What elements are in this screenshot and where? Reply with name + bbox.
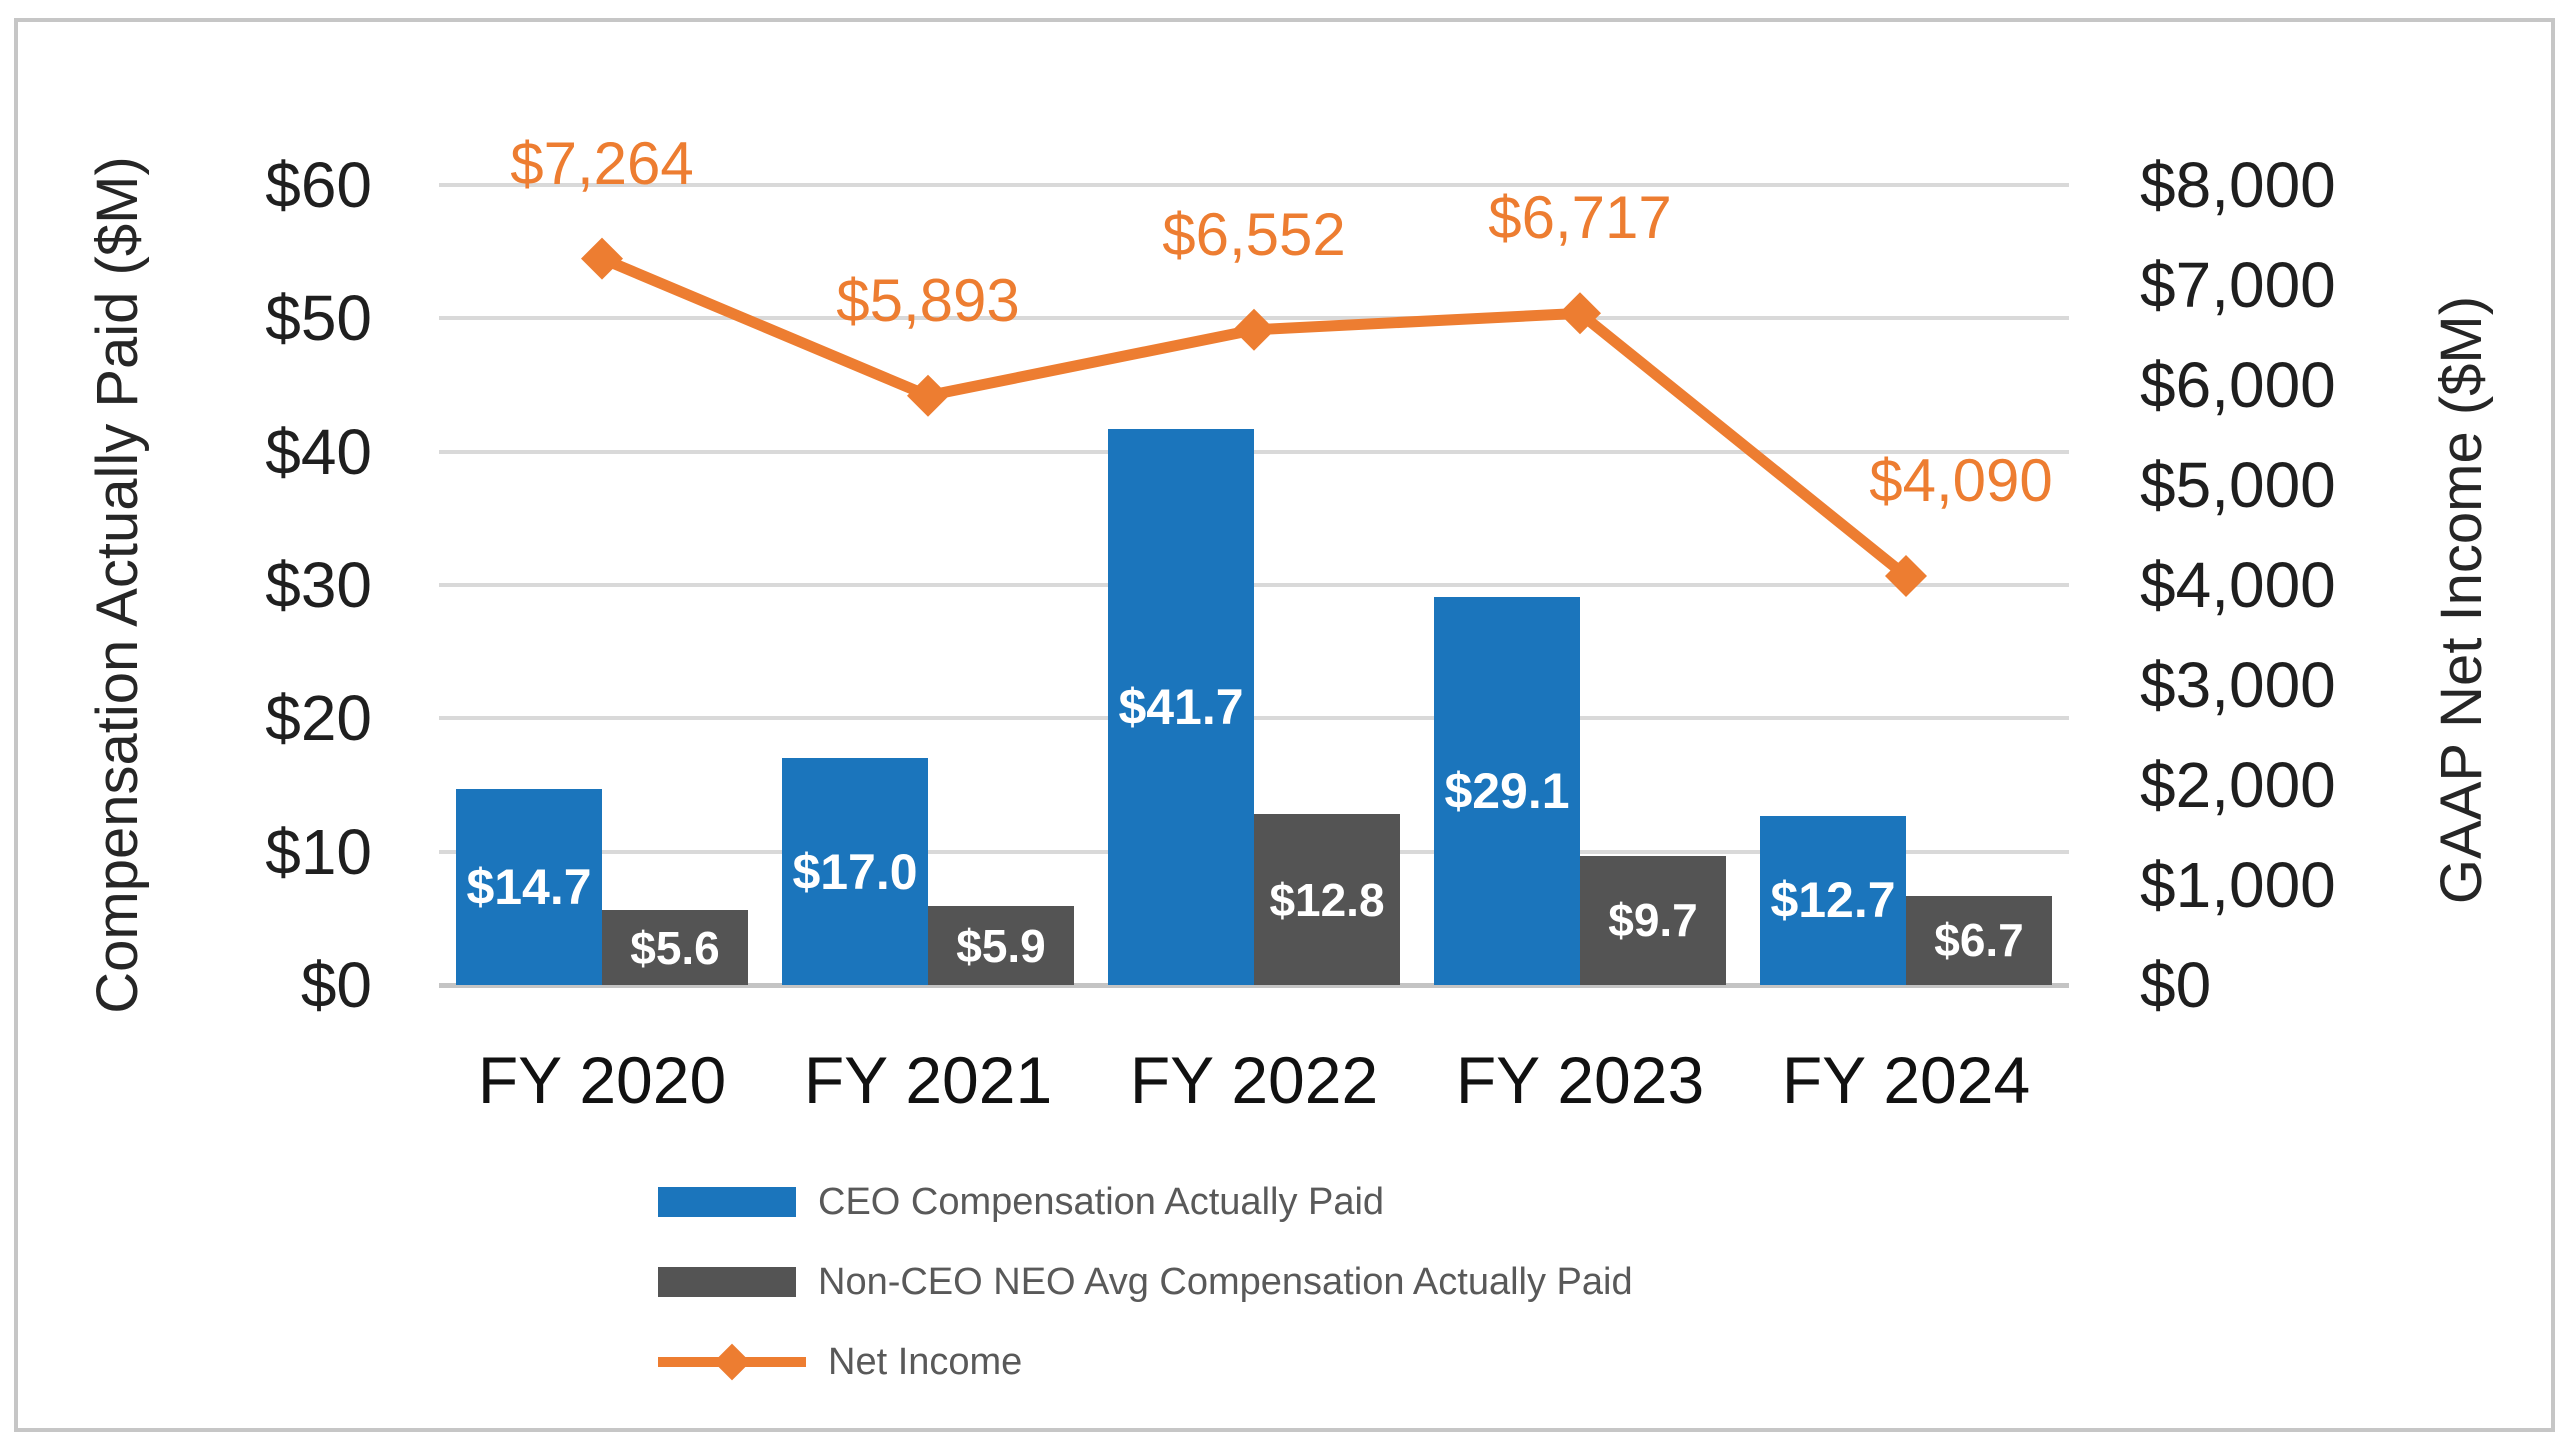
right-axis-tick-label: $4,000 xyxy=(2140,549,2336,621)
bar-value-label: $9.7 xyxy=(1608,894,1698,947)
gridline xyxy=(439,583,2069,587)
left-axis-tick-label: $60 xyxy=(265,149,372,221)
right-axis-tick-label: $3,000 xyxy=(2140,649,2336,721)
gridline xyxy=(439,449,2069,454)
net-income-marker-diamond xyxy=(1559,292,1601,335)
bar-value-label: $41.7 xyxy=(1118,679,1244,735)
ceo-compensation-bar xyxy=(782,758,928,985)
net-income-value-label: $6,717 xyxy=(1488,184,1672,252)
net-income-value-label: $5,893 xyxy=(836,266,1020,334)
net-income-line xyxy=(581,237,1927,597)
net-income-value-label: $7,264 xyxy=(510,129,694,197)
non-ceo-compensation-bar xyxy=(1254,814,1400,985)
non-ceo-compensation-bar xyxy=(1580,855,1726,985)
gridline xyxy=(439,183,2069,187)
right-axis-tick-label: $1,000 xyxy=(2140,849,2336,921)
x-axis-line xyxy=(439,983,2069,988)
non-ceo-compensation-bar xyxy=(602,910,748,985)
right-axis-tick-label: $7,000 xyxy=(2140,249,2336,321)
right-axis-tick-label: $2,000 xyxy=(2140,749,2336,821)
right-axis-tick-label: $8,000 xyxy=(2140,149,2336,221)
non-ceo-compensation-bar xyxy=(928,906,1074,985)
legend-item: Net Income xyxy=(658,1332,1022,1392)
net-income-marker-diamond xyxy=(1233,308,1275,351)
ceo-compensation-bar xyxy=(1108,429,1254,985)
legend-swatch-ceo-bar xyxy=(658,1187,796,1217)
bar-value-label: $17.0 xyxy=(792,843,918,900)
net-income-value-label: $4,090 xyxy=(1869,447,2053,514)
legend-item-label: CEO Compensation Actually Paid xyxy=(818,1180,1385,1223)
non-ceo-compensation-bar xyxy=(1906,895,2052,985)
left-axis-tick-label: $50 xyxy=(265,282,372,355)
right-axis-tick-label: $5,000 xyxy=(2140,449,2336,521)
bar-value-label: $12.8 xyxy=(1269,873,1385,926)
x-axis-category-label: FY 2023 xyxy=(1455,1043,1705,1117)
legend-item: CEO Compensation Actually Paid xyxy=(658,1172,1384,1232)
bar-value-label: $5.6 xyxy=(630,921,720,974)
right-axis-tick-label: $6,000 xyxy=(2140,349,2336,421)
left-axis-tick-label: $40 xyxy=(265,415,372,488)
ceo-compensation-bar xyxy=(1760,815,1906,985)
bar-value-label: $5.9 xyxy=(956,919,1046,972)
x-axis-category-label: FY 2024 xyxy=(1781,1043,2031,1117)
net-income-marker-diamond xyxy=(581,237,623,280)
gridline xyxy=(439,716,2069,721)
x-axis-category-label: FY 2022 xyxy=(1129,1043,1379,1117)
net-income-value-label: $6,552 xyxy=(1162,200,1346,268)
legend-item: Non-CEO NEO Avg Compensation Actually Pa… xyxy=(658,1252,1633,1312)
plot-area: $14.7 $17.0 $41.7 $29.1 $12.7 $5.6 $5.9 $12.8 $9… xyxy=(439,130,2069,988)
x-axis-category-label: FY 2020 xyxy=(477,1043,727,1117)
legend-swatch-net-income-line xyxy=(658,1343,806,1381)
legend-swatch-neo-bar xyxy=(658,1267,796,1297)
bar-value-label: $12.7 xyxy=(1770,872,1896,929)
left-axis-tick-label: $20 xyxy=(265,682,372,755)
bar-value-label: $29.1 xyxy=(1444,763,1570,819)
left-axis-tick-label: $0 xyxy=(300,949,372,1021)
net-income-marker-diamond xyxy=(1885,555,1927,597)
left-axis-tick-label: $10 xyxy=(265,815,372,888)
legend-item-label: Non-CEO NEO Avg Compensation Actually Pa… xyxy=(818,1260,1633,1303)
right-axis-tick-label: $0 xyxy=(2140,949,2212,1021)
ceo-compensation-bar xyxy=(456,789,602,985)
legend-diamond-marker xyxy=(713,1343,751,1381)
ceo-compensation-bar xyxy=(1434,597,1580,985)
bar-value-label: $6.7 xyxy=(1934,914,2024,967)
bar-value-label: $14.7 xyxy=(466,859,592,915)
x-axis-category-label: FY 2021 xyxy=(803,1043,1053,1117)
left-axis-tick-label: $30 xyxy=(265,549,372,621)
net-income-marker-diamond xyxy=(907,374,949,417)
legend-item-label: Net Income xyxy=(828,1340,1023,1383)
chart-border-frame xyxy=(14,18,2555,1432)
